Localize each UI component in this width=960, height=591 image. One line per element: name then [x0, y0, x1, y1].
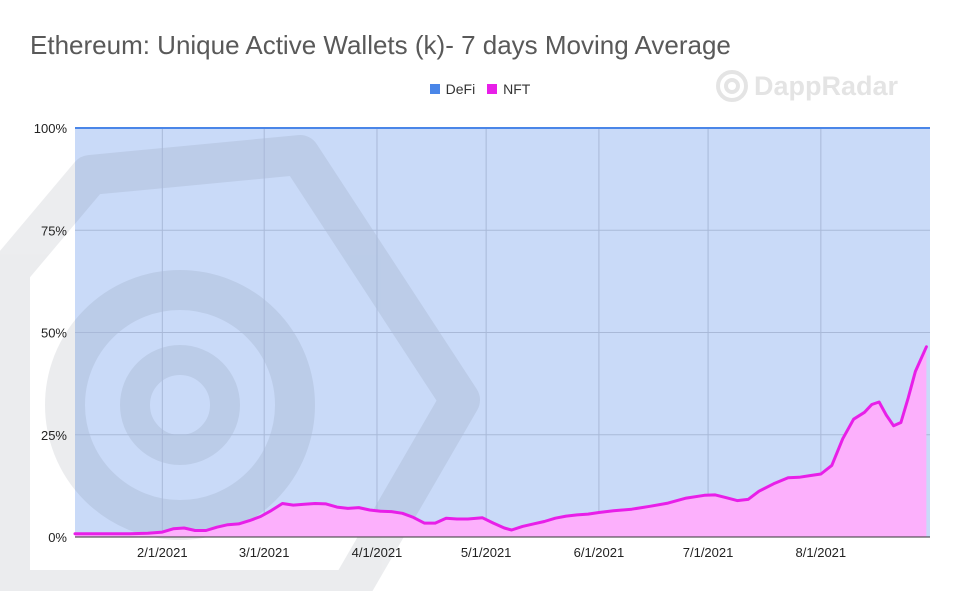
y-tick-label: 50% [41, 326, 67, 341]
nft-line [73, 345, 928, 536]
y-tick-label: 100% [34, 121, 68, 136]
x-tick-label: 6/1/2021 [574, 545, 625, 560]
brand-name: DappRadar [754, 70, 899, 101]
brand-watermark: DappRadar [716, 70, 898, 102]
y-tick-label: 0% [48, 530, 67, 545]
x-tick-label: 4/1/2021 [352, 545, 403, 560]
legend-swatch-defi [429, 84, 440, 94]
legend-item-defi[interactable]: DeFi [429, 81, 476, 97]
y-tick-label: 75% [41, 223, 67, 238]
legend-label-nft: NFT [503, 81, 531, 97]
chart-title: Ethereum: Unique Active Wallets (k)- 7 d… [30, 30, 731, 60]
y-tick-label: 25% [41, 428, 67, 443]
legend-item-nft[interactable]: NFT [487, 81, 530, 97]
x-axis: 2/1/2021 3/1/2021 4/1/2021 5/1/2021 6/1/2021… [137, 545, 846, 560]
x-tick-label: 3/1/2021 [239, 545, 290, 560]
nft-area [75, 346, 927, 537]
legend-swatch-nft [487, 84, 498, 94]
watermark-logo [0, 135, 480, 591]
x-tick-label: 5/1/2021 [461, 545, 512, 560]
area-series [73, 127, 930, 538]
y-axis: 100% 75% 50% 25% 0% [34, 121, 68, 545]
legend-label-defi: DeFi [445, 81, 476, 97]
dappradar-logo-icon [716, 70, 748, 102]
x-tick-label: 2/1/2021 [137, 545, 188, 560]
x-tick-label: 7/1/2021 [683, 545, 734, 560]
x-tick-label: 8/1/2021 [796, 545, 847, 560]
chart-legend: DeFi NFT [0, 81, 960, 97]
